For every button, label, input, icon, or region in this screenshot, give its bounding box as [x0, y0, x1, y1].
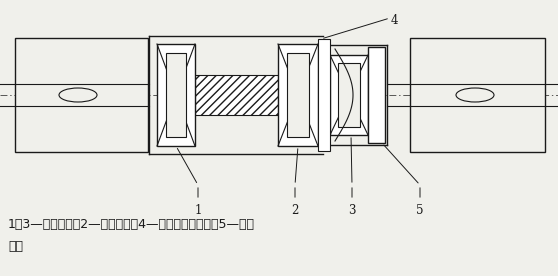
Text: 3: 3 [348, 204, 356, 217]
Bar [166, 53, 186, 137]
Bar [278, 44, 318, 146]
Text: 5: 5 [416, 204, 424, 217]
Text: 2: 2 [291, 204, 299, 217]
Bar [195, 75, 278, 115]
Bar [318, 39, 330, 151]
Text: 1、3—自由轴承，2—定位轴承，4—安装定位套位置，5—轴承: 1、3—自由轴承，2—定位轴承，4—安装定位套位置，5—轴承 [8, 218, 255, 231]
Bar [287, 53, 309, 137]
Bar [157, 44, 195, 146]
Text: 4: 4 [390, 14, 398, 27]
Bar [338, 63, 360, 127]
Text: 压盖: 压盖 [8, 240, 23, 253]
Bar [410, 38, 545, 152]
Bar [368, 47, 385, 143]
Bar [15, 38, 148, 152]
Bar [330, 55, 368, 135]
Text: 1: 1 [194, 204, 201, 217]
